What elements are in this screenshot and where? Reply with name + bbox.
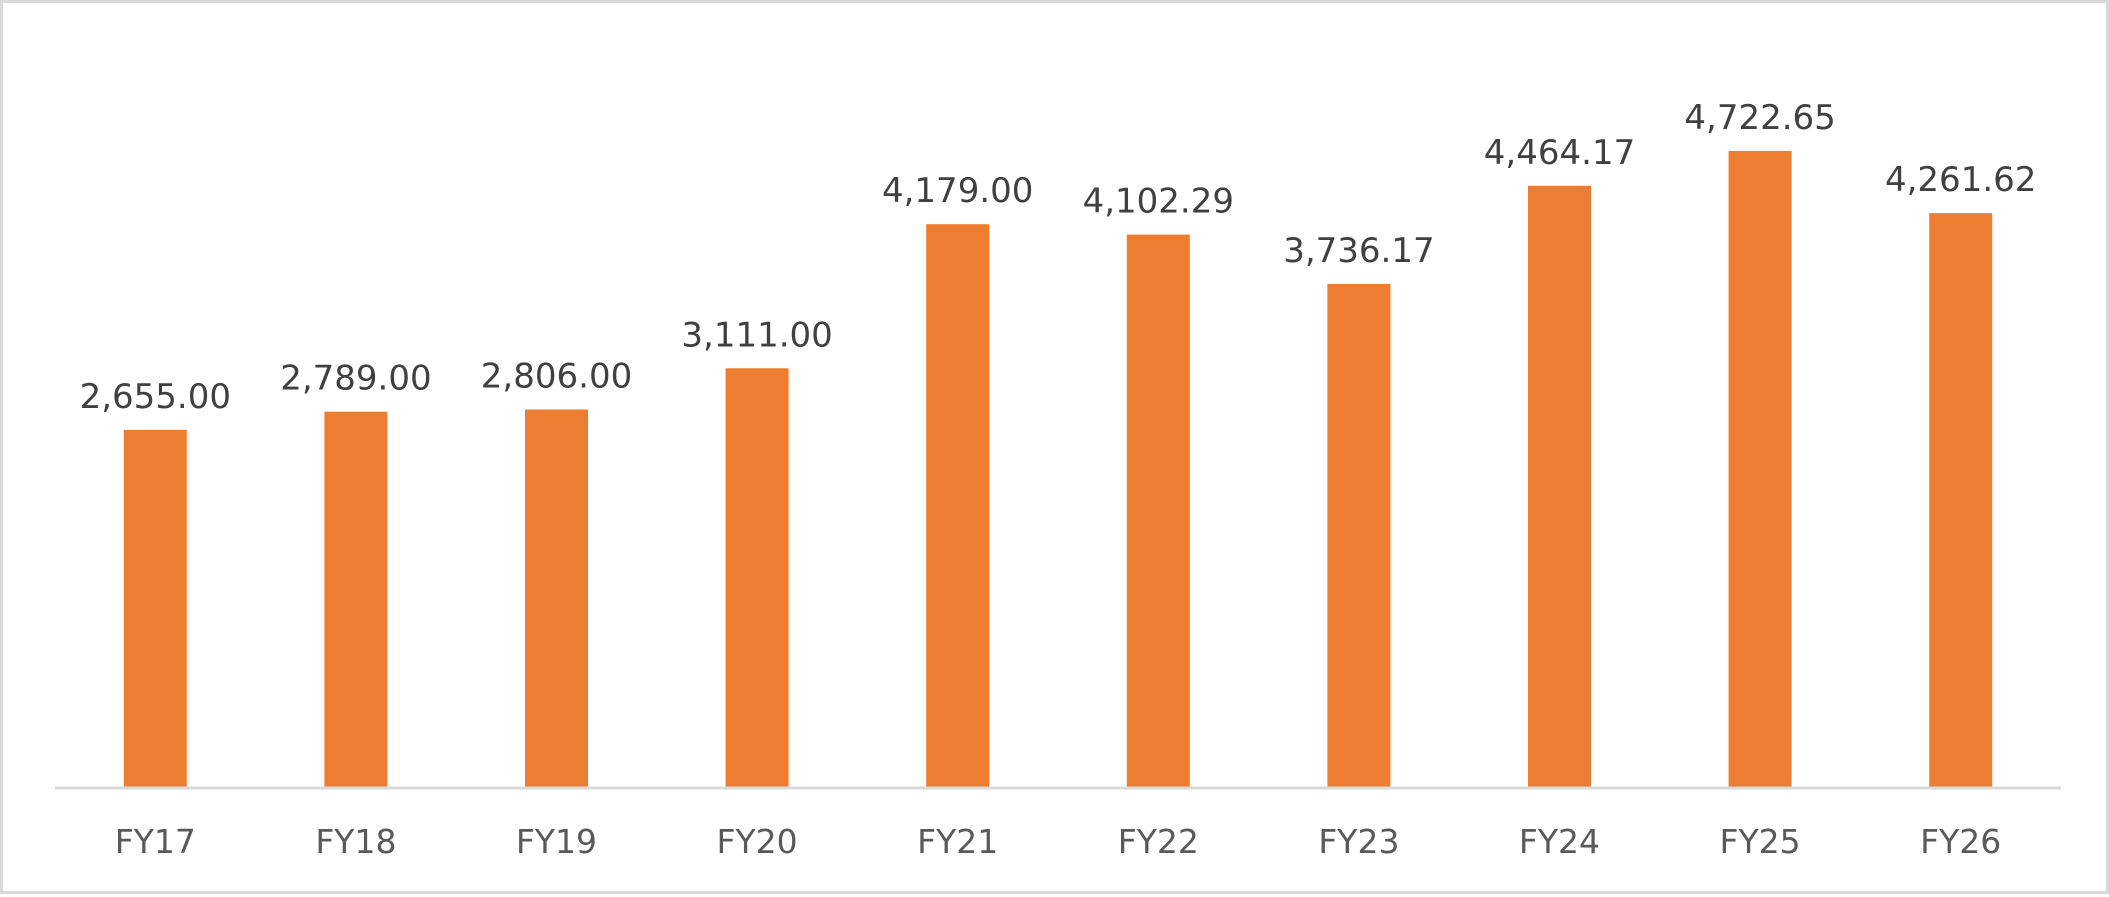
x-tick-label-fy24: FY24 — [1519, 822, 1600, 861]
data-label-fy21: 4,179.00 — [882, 171, 1033, 211]
data-label-fy20: 3,111.00 — [681, 315, 832, 355]
data-label-fy26: 4,261.62 — [1885, 160, 2036, 200]
bar-fy20 — [725, 368, 789, 788]
x-tick-label-fy18: FY18 — [315, 822, 396, 861]
x-tick-label-fy22: FY22 — [1118, 822, 1199, 861]
data-label-fy17: 2,655.00 — [80, 377, 231, 417]
bar-fy17 — [123, 429, 187, 788]
bar-fy26 — [1929, 213, 1993, 789]
x-tick-label-fy19: FY19 — [516, 822, 597, 861]
bars-layer — [123, 150, 1993, 789]
data-label-fy23: 3,736.17 — [1283, 231, 1434, 271]
bar-fy19 — [525, 409, 588, 788]
x-tick-label-fy26: FY26 — [1920, 822, 2001, 861]
bar-chart: 2,655.00 2,789.00 2,806.00 3,111.00 4,179.00… — [55, 98, 2061, 861]
x-tick-label-fy23: FY23 — [1318, 822, 1399, 861]
data-label-fy25: 4,722.65 — [1684, 98, 1835, 138]
x-tick-labels-layer: FY17 FY18 FY19 FY20 FY21 FY22 FY23 FY24 FY25 FY26 — [115, 822, 2002, 861]
x-tick-label-fy17: FY17 — [115, 822, 196, 861]
bar-fy25 — [1728, 150, 1792, 788]
bar-fy24 — [1528, 185, 1591, 789]
data-label-fy18: 2,789.00 — [280, 359, 431, 399]
x-tick-label-fy20: FY20 — [717, 822, 798, 861]
data-label-fy24: 4,464.17 — [1484, 133, 1635, 173]
bar-fy21 — [926, 224, 990, 788]
bar-fy22 — [1126, 234, 1190, 789]
x-tick-label-fy21: FY21 — [917, 822, 998, 861]
data-label-fy19: 2,806.00 — [481, 357, 632, 397]
x-tick-label-fy25: FY25 — [1720, 822, 1801, 861]
bar-fy23 — [1327, 284, 1391, 788]
data-label-fy22: 4,102.29 — [1083, 182, 1234, 222]
data-labels-layer: 2,655.00 2,789.00 2,806.00 3,111.00 4,179.00… — [80, 98, 2037, 417]
bar-fy18 — [324, 411, 388, 788]
